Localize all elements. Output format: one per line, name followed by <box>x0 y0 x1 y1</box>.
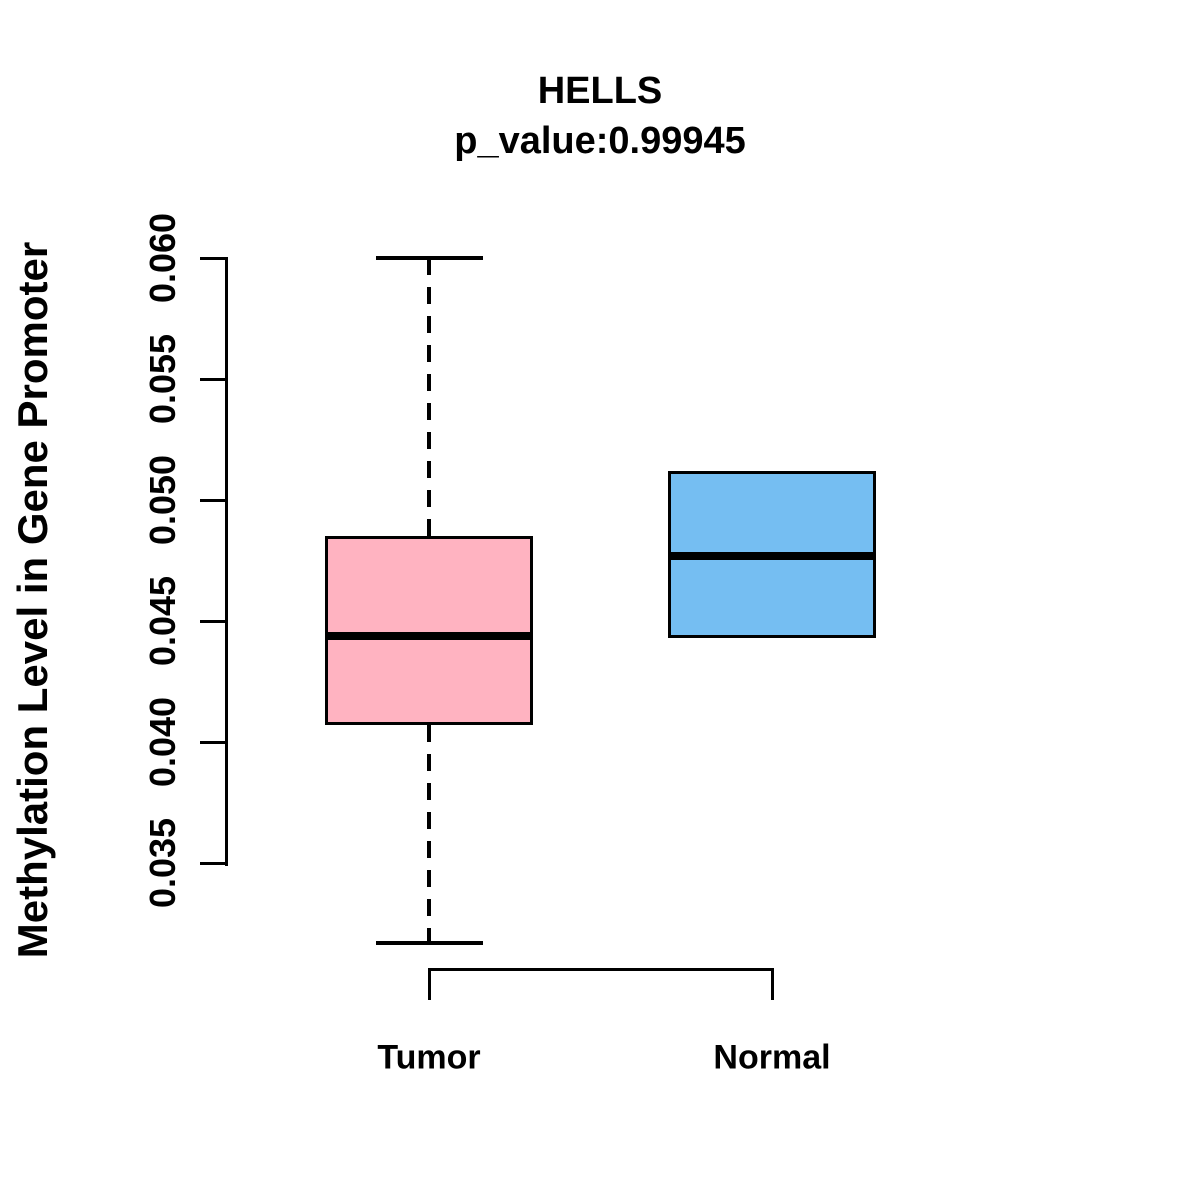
plot-title: HELLS <box>537 70 663 112</box>
y-axis-label: Methylation Level in Gene Promoter <box>9 241 56 959</box>
y-tick <box>200 377 228 381</box>
x-tick-tumor <box>427 968 431 1000</box>
x-tick-normal <box>770 968 774 1000</box>
category-label-normal: Normal <box>713 1038 831 1077</box>
y-tick-label: 0.055 <box>142 333 183 425</box>
median-line-tumor <box>325 631 533 640</box>
y-tick-label: 0.060 <box>142 212 183 304</box>
median-line-normal <box>668 551 876 560</box>
y-tick-label: 0.040 <box>142 696 183 788</box>
y-tick <box>200 740 228 744</box>
y-axis-line <box>225 258 228 866</box>
whisker-cap-upper <box>375 256 483 260</box>
y-tick <box>200 861 228 865</box>
y-tick-label: 0.045 <box>142 575 183 667</box>
box-tumor <box>325 536 533 726</box>
y-tick-label: 0.035 <box>142 817 183 909</box>
x-axis-line <box>429 968 772 971</box>
whisker-upper <box>427 258 431 537</box>
y-tick <box>200 256 228 260</box>
y-tick-label: 0.050 <box>142 454 183 546</box>
whisker-cap-lower <box>375 940 483 945</box>
plot-subtitle: p_value:0.99945 <box>454 120 746 162</box>
y-tick <box>200 619 228 623</box>
y-tick <box>200 498 228 502</box>
whisker-lower <box>427 725 431 943</box>
category-label-tumor: Tumor <box>377 1038 481 1077</box>
